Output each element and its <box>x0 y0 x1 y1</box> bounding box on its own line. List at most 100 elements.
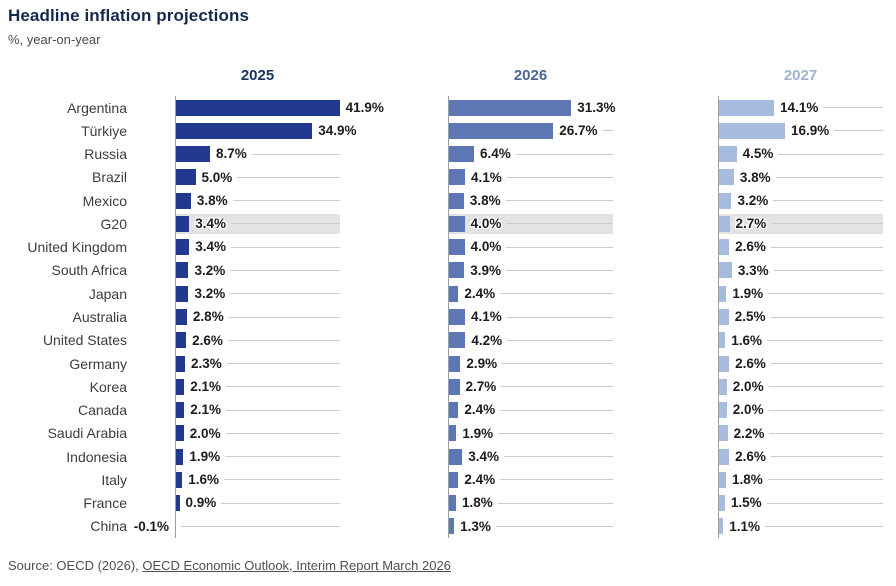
bar-cell: 2.3% <box>175 351 340 376</box>
leader-line <box>778 153 883 155</box>
bar <box>176 471 183 488</box>
bar-cell: 1.9% <box>448 421 613 445</box>
bar-cell: 3.2% <box>718 189 883 213</box>
bar-cell: 2.6% <box>718 444 883 469</box>
leader-line <box>515 153 613 155</box>
leader-line <box>767 339 883 341</box>
leader-line <box>767 479 883 481</box>
value-label: 1.9% <box>732 286 764 301</box>
value-label: 2.9% <box>466 355 498 371</box>
bar <box>719 355 730 372</box>
value-label: 3.3% <box>737 262 769 278</box>
value-label: 26.7% <box>559 123 598 139</box>
panel-gap <box>613 398 718 421</box>
value-label: 0.9% <box>185 495 217 511</box>
bar-cell: 4.1% <box>448 305 613 329</box>
bar <box>449 355 461 372</box>
bar-cell: 1.9% <box>175 444 340 469</box>
bar <box>719 262 732 279</box>
value-label: 1.8% <box>462 495 493 511</box>
bar <box>719 495 725 512</box>
bar <box>719 192 732 209</box>
value-label: 4.1% <box>471 169 502 185</box>
bar-cell: 2.4% <box>448 282 613 306</box>
leader-line <box>228 316 340 318</box>
bar-cell: 1.8% <box>448 491 613 515</box>
bar-cell: 2.7% <box>718 212 883 236</box>
bar-cell: 3.3% <box>718 258 883 283</box>
leader-line <box>507 339 613 341</box>
leader-line <box>506 223 613 225</box>
bar-cell: 1.3% <box>448 514 613 539</box>
bar-cell: 8.7% <box>175 142 340 166</box>
bar-cell: 1.8% <box>718 468 883 492</box>
leader-line <box>224 479 340 481</box>
bar <box>449 262 465 279</box>
row-label: China <box>90 518 127 535</box>
value-label: 8.7% <box>215 146 247 162</box>
leader-line <box>823 107 883 109</box>
panel-gap <box>613 143 718 166</box>
leader-line <box>231 246 340 248</box>
bar <box>176 215 190 232</box>
row-label: France <box>83 495 127 512</box>
leader-line <box>768 293 883 295</box>
bar <box>719 425 728 442</box>
leader-line <box>770 456 883 458</box>
value-label: 2.1% <box>190 379 221 395</box>
leader-line <box>500 479 613 481</box>
leader-line <box>500 293 613 295</box>
panel-gap <box>613 282 718 305</box>
value-label: 14.1% <box>780 99 819 115</box>
value-label: 3.2% <box>194 286 226 301</box>
panel-gap <box>613 64 718 96</box>
value-label: 3.2% <box>737 192 769 208</box>
bar-cell: 0.9% <box>175 491 340 515</box>
panel-gap <box>340 236 448 259</box>
source-link[interactable]: OECD Economic Outlook, Interim Report Ma… <box>142 558 451 574</box>
leader-line <box>770 363 883 365</box>
value-label: 3.4% <box>195 216 227 232</box>
panel-gap <box>340 189 448 212</box>
value-label: 3.8% <box>469 192 501 208</box>
value-label: 2.8% <box>192 309 224 325</box>
panel-gap <box>613 329 718 352</box>
bar-cell: 1.6% <box>718 328 883 352</box>
leader-line <box>770 316 883 318</box>
bar <box>719 146 737 163</box>
value-label: 3.2% <box>194 262 226 278</box>
inflation-bar-chart: 2025 2026 2027 Argentina 41.9% 31.3% 14.1% Türk… <box>0 64 896 539</box>
row-label: Russia <box>84 146 127 163</box>
value-label: 1.8% <box>732 472 763 488</box>
leader-line <box>230 293 340 295</box>
bar <box>176 402 185 419</box>
value-label: 1.9% <box>189 448 221 464</box>
column-header-2026: 2026 <box>513 67 548 84</box>
bar <box>719 99 775 116</box>
panel-gap <box>613 492 718 515</box>
leader-line <box>769 432 883 434</box>
column-header-2027: 2027 <box>783 67 818 84</box>
value-label: 2.5% <box>734 309 766 325</box>
panel-gap <box>613 212 718 235</box>
value-label: 4.2% <box>471 332 503 348</box>
source-prefix: Source: OECD (2026), <box>8 558 143 574</box>
panel-gap <box>340 282 448 305</box>
value-label: 2.6% <box>192 332 223 348</box>
leader-line <box>504 456 613 458</box>
bar-cell: 34.9% <box>175 119 357 143</box>
panel-gap <box>613 352 718 375</box>
bar <box>176 239 190 256</box>
leader-line <box>221 502 340 504</box>
leader-line <box>773 200 883 202</box>
value-label: 3.4% <box>195 239 227 255</box>
panel-gap <box>613 236 718 259</box>
value-label: 16.9% <box>790 123 830 139</box>
bar-cell: 2.6% <box>175 328 340 352</box>
leader-line <box>226 363 340 365</box>
value-label: 5.0% <box>201 169 233 185</box>
bar <box>449 122 554 139</box>
panel-gap <box>613 305 718 328</box>
leader-line <box>602 130 613 132</box>
